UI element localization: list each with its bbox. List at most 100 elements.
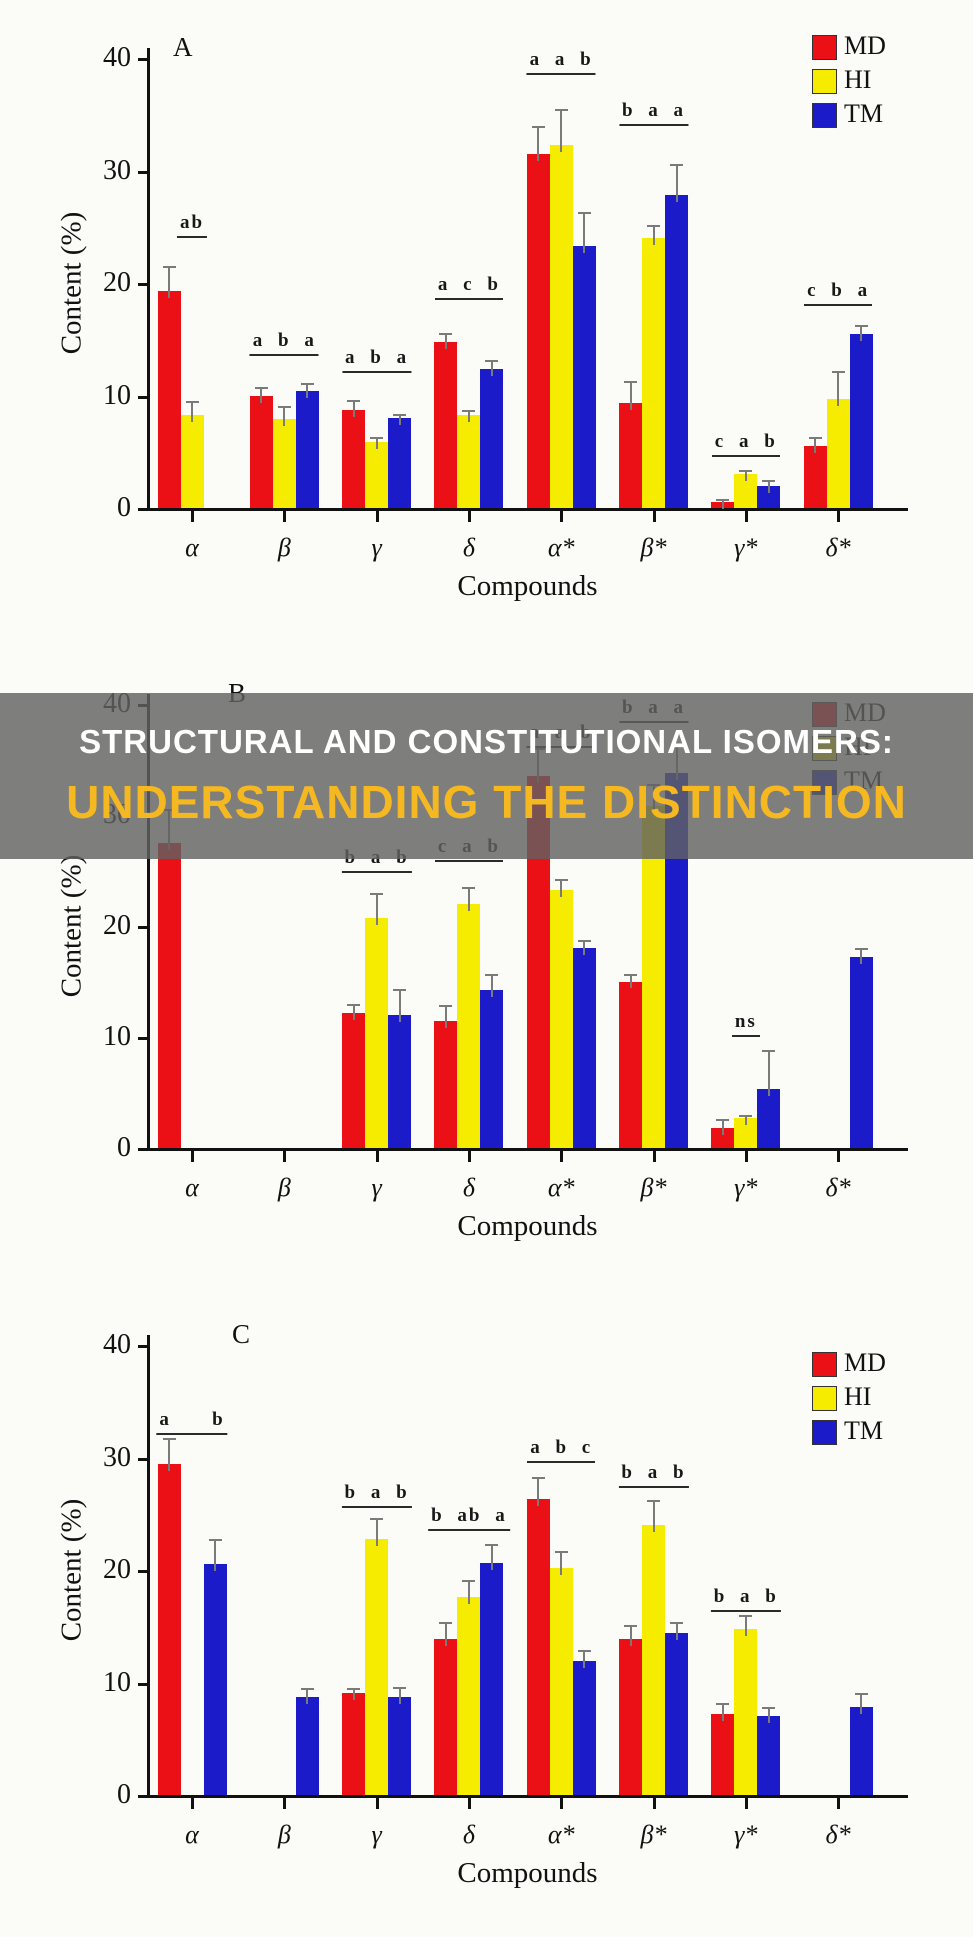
- bar-MD-γ: [342, 1692, 366, 1795]
- x-tick-mark: [283, 1798, 287, 1809]
- error-bar-line: [629, 380, 632, 411]
- sig-label: c a b: [711, 431, 780, 458]
- x-tick-label: δ: [462, 1173, 475, 1202]
- bar-MD-β: [249, 395, 273, 508]
- y-tick-mark: [138, 170, 147, 174]
- error-bar-line: [767, 479, 770, 493]
- bar-MD-α*: [526, 776, 550, 1148]
- error-bar-line: [214, 1538, 216, 1572]
- legend-swatch-HI: [812, 69, 837, 94]
- bar-HI-α*: [549, 1567, 573, 1795]
- error-bar-line: [490, 1544, 493, 1571]
- legend-label-TM: TM: [844, 1416, 883, 1445]
- x-tick-mark: [283, 1151, 287, 1162]
- error-bar-line: [375, 437, 378, 449]
- x-tick-mark: [837, 511, 841, 522]
- error-bar-line: [398, 989, 401, 1022]
- y-axis: [147, 48, 150, 511]
- banner-title-line1: STRUCTURAL AND CONSTITUTIONAL ISOMERS:: [79, 723, 894, 760]
- bar-MD-α*: [526, 153, 550, 508]
- error-bar-cap: [347, 400, 361, 402]
- error-bar-line: [721, 1702, 724, 1721]
- x-tick-label: δ: [462, 533, 475, 562]
- y-axis: [147, 1335, 150, 1798]
- error-bar-line: [721, 499, 724, 510]
- sig-label: b a a: [618, 100, 689, 126]
- error-bar-line: [490, 973, 493, 998]
- x-tick-mark: [652, 1798, 656, 1809]
- x-axis: [147, 1795, 908, 1798]
- error-bar-cap: [739, 1114, 753, 1117]
- error-bar-cap: [370, 437, 384, 440]
- error-bar-line: [583, 940, 586, 956]
- x-axis: [147, 508, 908, 511]
- x-tick-label: γ*: [734, 1820, 758, 1849]
- error-bar-line: [744, 469, 747, 482]
- bar-HI-α*: [549, 890, 573, 1148]
- bar-TM-δ*: [849, 957, 873, 1148]
- legend-label-MD: MD: [844, 31, 886, 60]
- bar-MD-α: [157, 290, 181, 508]
- x-tick-label: δ: [462, 1820, 475, 1849]
- x-tick-mark: [560, 1798, 564, 1809]
- error-bar-cap: [716, 1119, 730, 1122]
- error-bar-cap: [393, 413, 407, 416]
- x-tick-label: α: [185, 1820, 199, 1849]
- bar-TM-β*: [665, 772, 688, 1148]
- bar-TM-γ: [388, 1014, 412, 1148]
- error-bar-line: [652, 224, 655, 245]
- x-tick-label: α*: [547, 1173, 575, 1202]
- error-bar-line: [560, 108, 563, 152]
- x-tick-mark: [744, 511, 748, 522]
- sig-label: b ab a: [428, 1505, 510, 1531]
- x-tick-mark: [467, 1151, 471, 1162]
- bar-MD-α*: [526, 1499, 550, 1795]
- bar-HI-δ: [457, 1597, 481, 1795]
- error-bar-line: [860, 1692, 863, 1715]
- error-bar-cap: [439, 1621, 453, 1624]
- error-bar-line: [560, 1550, 563, 1575]
- error-bar-line: [560, 879, 563, 898]
- legend-label-HI: HI: [844, 65, 872, 94]
- x-tick-mark: [375, 1151, 379, 1162]
- x-tick-label: δ*: [825, 533, 851, 562]
- error-bar-cap: [485, 973, 499, 976]
- error-bar-cap: [554, 1550, 568, 1553]
- error-bar-line: [306, 1688, 309, 1705]
- error-bar-cap: [462, 887, 476, 890]
- x-tick-mark: [191, 1151, 194, 1162]
- error-bar-line: [629, 973, 632, 989]
- bar-TM-γ*: [757, 1716, 781, 1795]
- bar-HI-α: [180, 414, 204, 508]
- y-tick-label: 10: [103, 379, 131, 411]
- bar-HI-γ: [365, 918, 389, 1148]
- error-bar-cap: [808, 437, 822, 440]
- x-tick-mark: [744, 1151, 748, 1162]
- bar-MD-β*: [619, 1638, 642, 1795]
- x-tick-label: α*: [547, 1820, 575, 1849]
- error-bar-line: [260, 386, 263, 403]
- error-bar-cap: [716, 1702, 730, 1705]
- legend-swatch-MD: [812, 35, 837, 60]
- error-bar-line: [467, 887, 470, 911]
- x-tick-mark: [652, 511, 656, 522]
- sig-label: c b a: [804, 280, 873, 306]
- y-tick-label: 30: [103, 154, 131, 186]
- legend-label-MD: MD: [844, 1348, 886, 1377]
- sig-label: ab: [176, 212, 208, 238]
- error-bar-cap: [647, 1500, 660, 1503]
- bar-MD-δ: [434, 1638, 458, 1795]
- error-bar-cap: [577, 1649, 591, 1652]
- legend-label-TM: TM: [844, 99, 883, 128]
- x-tick-label: β: [277, 1173, 291, 1202]
- bar-HI-γ*: [734, 1628, 758, 1795]
- sig-label: b a b: [710, 1586, 781, 1612]
- bar-TM-δ: [480, 368, 504, 508]
- error-bar-line: [583, 1649, 586, 1669]
- x-tick-label: γ: [371, 1173, 382, 1202]
- x-tick-mark: [744, 1798, 748, 1809]
- error-bar-cap: [162, 266, 176, 269]
- bar-HI-γ: [365, 1538, 389, 1795]
- error-bar-line: [629, 1625, 632, 1646]
